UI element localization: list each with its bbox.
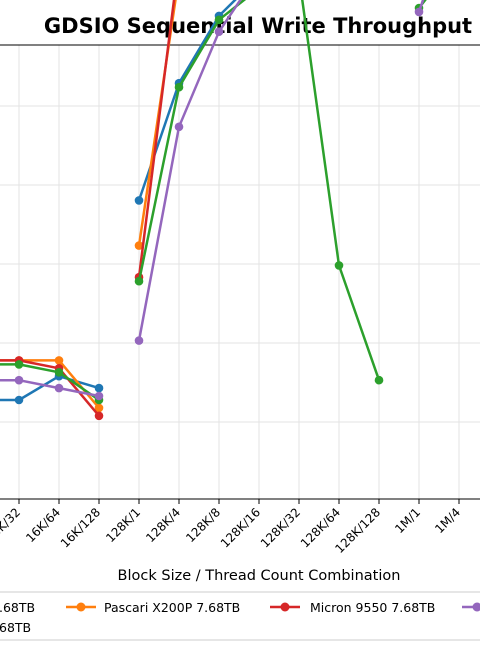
- legend-label-partial-1: .68TB: [0, 600, 35, 615]
- x-tick-label: 16K/128: [58, 505, 103, 550]
- legend-marker-purple: [472, 602, 480, 612]
- x-tick-label: 16K/64: [23, 505, 63, 545]
- legend: .68TB Pascari X200P 7.68TB Micron 9550 7…: [0, 591, 480, 641]
- chart-title: GDSIO Sequential Write Throughput: [44, 14, 472, 38]
- data-point: [214, 15, 224, 25]
- x-axis-label: Block Size / Thread Count Combination: [118, 568, 401, 584]
- data-point: [94, 411, 104, 421]
- plot-area-frame: [0, 44, 480, 500]
- data-point: [134, 241, 144, 250]
- data-point: [174, 82, 184, 92]
- series-5: [0, 0, 425, 401]
- x-tick-label: 16K/32: [0, 505, 23, 545]
- data-point: [214, 27, 224, 36]
- x-tick-label: 1M/4: [432, 505, 463, 536]
- legend-marker-pascari: [76, 602, 86, 612]
- series-layer: [0, 0, 427, 421]
- series-1: [0, 0, 237, 405]
- legend-label-partial-2: 68TB: [0, 620, 31, 635]
- data-point: [134, 196, 144, 205]
- data-point: [14, 360, 24, 369]
- series-2: [0, 0, 177, 413]
- x-tick-label: 128K/32: [258, 505, 303, 550]
- data-point: [14, 375, 24, 385]
- data-point: [94, 383, 104, 393]
- data-point: [54, 368, 64, 377]
- data-point: [334, 261, 344, 270]
- data-point: [94, 403, 104, 413]
- data-point: [414, 7, 424, 17]
- x-tick-label: 128K/16: [218, 505, 263, 550]
- legend-frame: [0, 591, 480, 641]
- series-4: [0, 0, 427, 405]
- legend-label-micron: Micron 9550 7.68TB: [310, 600, 435, 615]
- legend-label-pascari: Pascari X200P 7.68TB: [104, 600, 240, 615]
- x-tick-label: 128K/1: [103, 505, 143, 545]
- data-point: [174, 122, 184, 132]
- data-point: [54, 356, 64, 365]
- series-line: [418, 0, 427, 9]
- data-point: [374, 375, 384, 385]
- grid: [0, 45, 480, 499]
- data-point: [134, 336, 144, 345]
- x-tick-label: 128K/4: [143, 505, 183, 545]
- legend-marker-micron: [280, 602, 290, 612]
- data-point: [54, 383, 64, 393]
- x-tick-label: 128K/8: [183, 505, 223, 545]
- data-point: [14, 395, 24, 405]
- series-3: [0, 0, 176, 421]
- data-point: [94, 391, 104, 401]
- data-point: [134, 276, 144, 286]
- x-tick-label: 1M/1: [392, 505, 423, 536]
